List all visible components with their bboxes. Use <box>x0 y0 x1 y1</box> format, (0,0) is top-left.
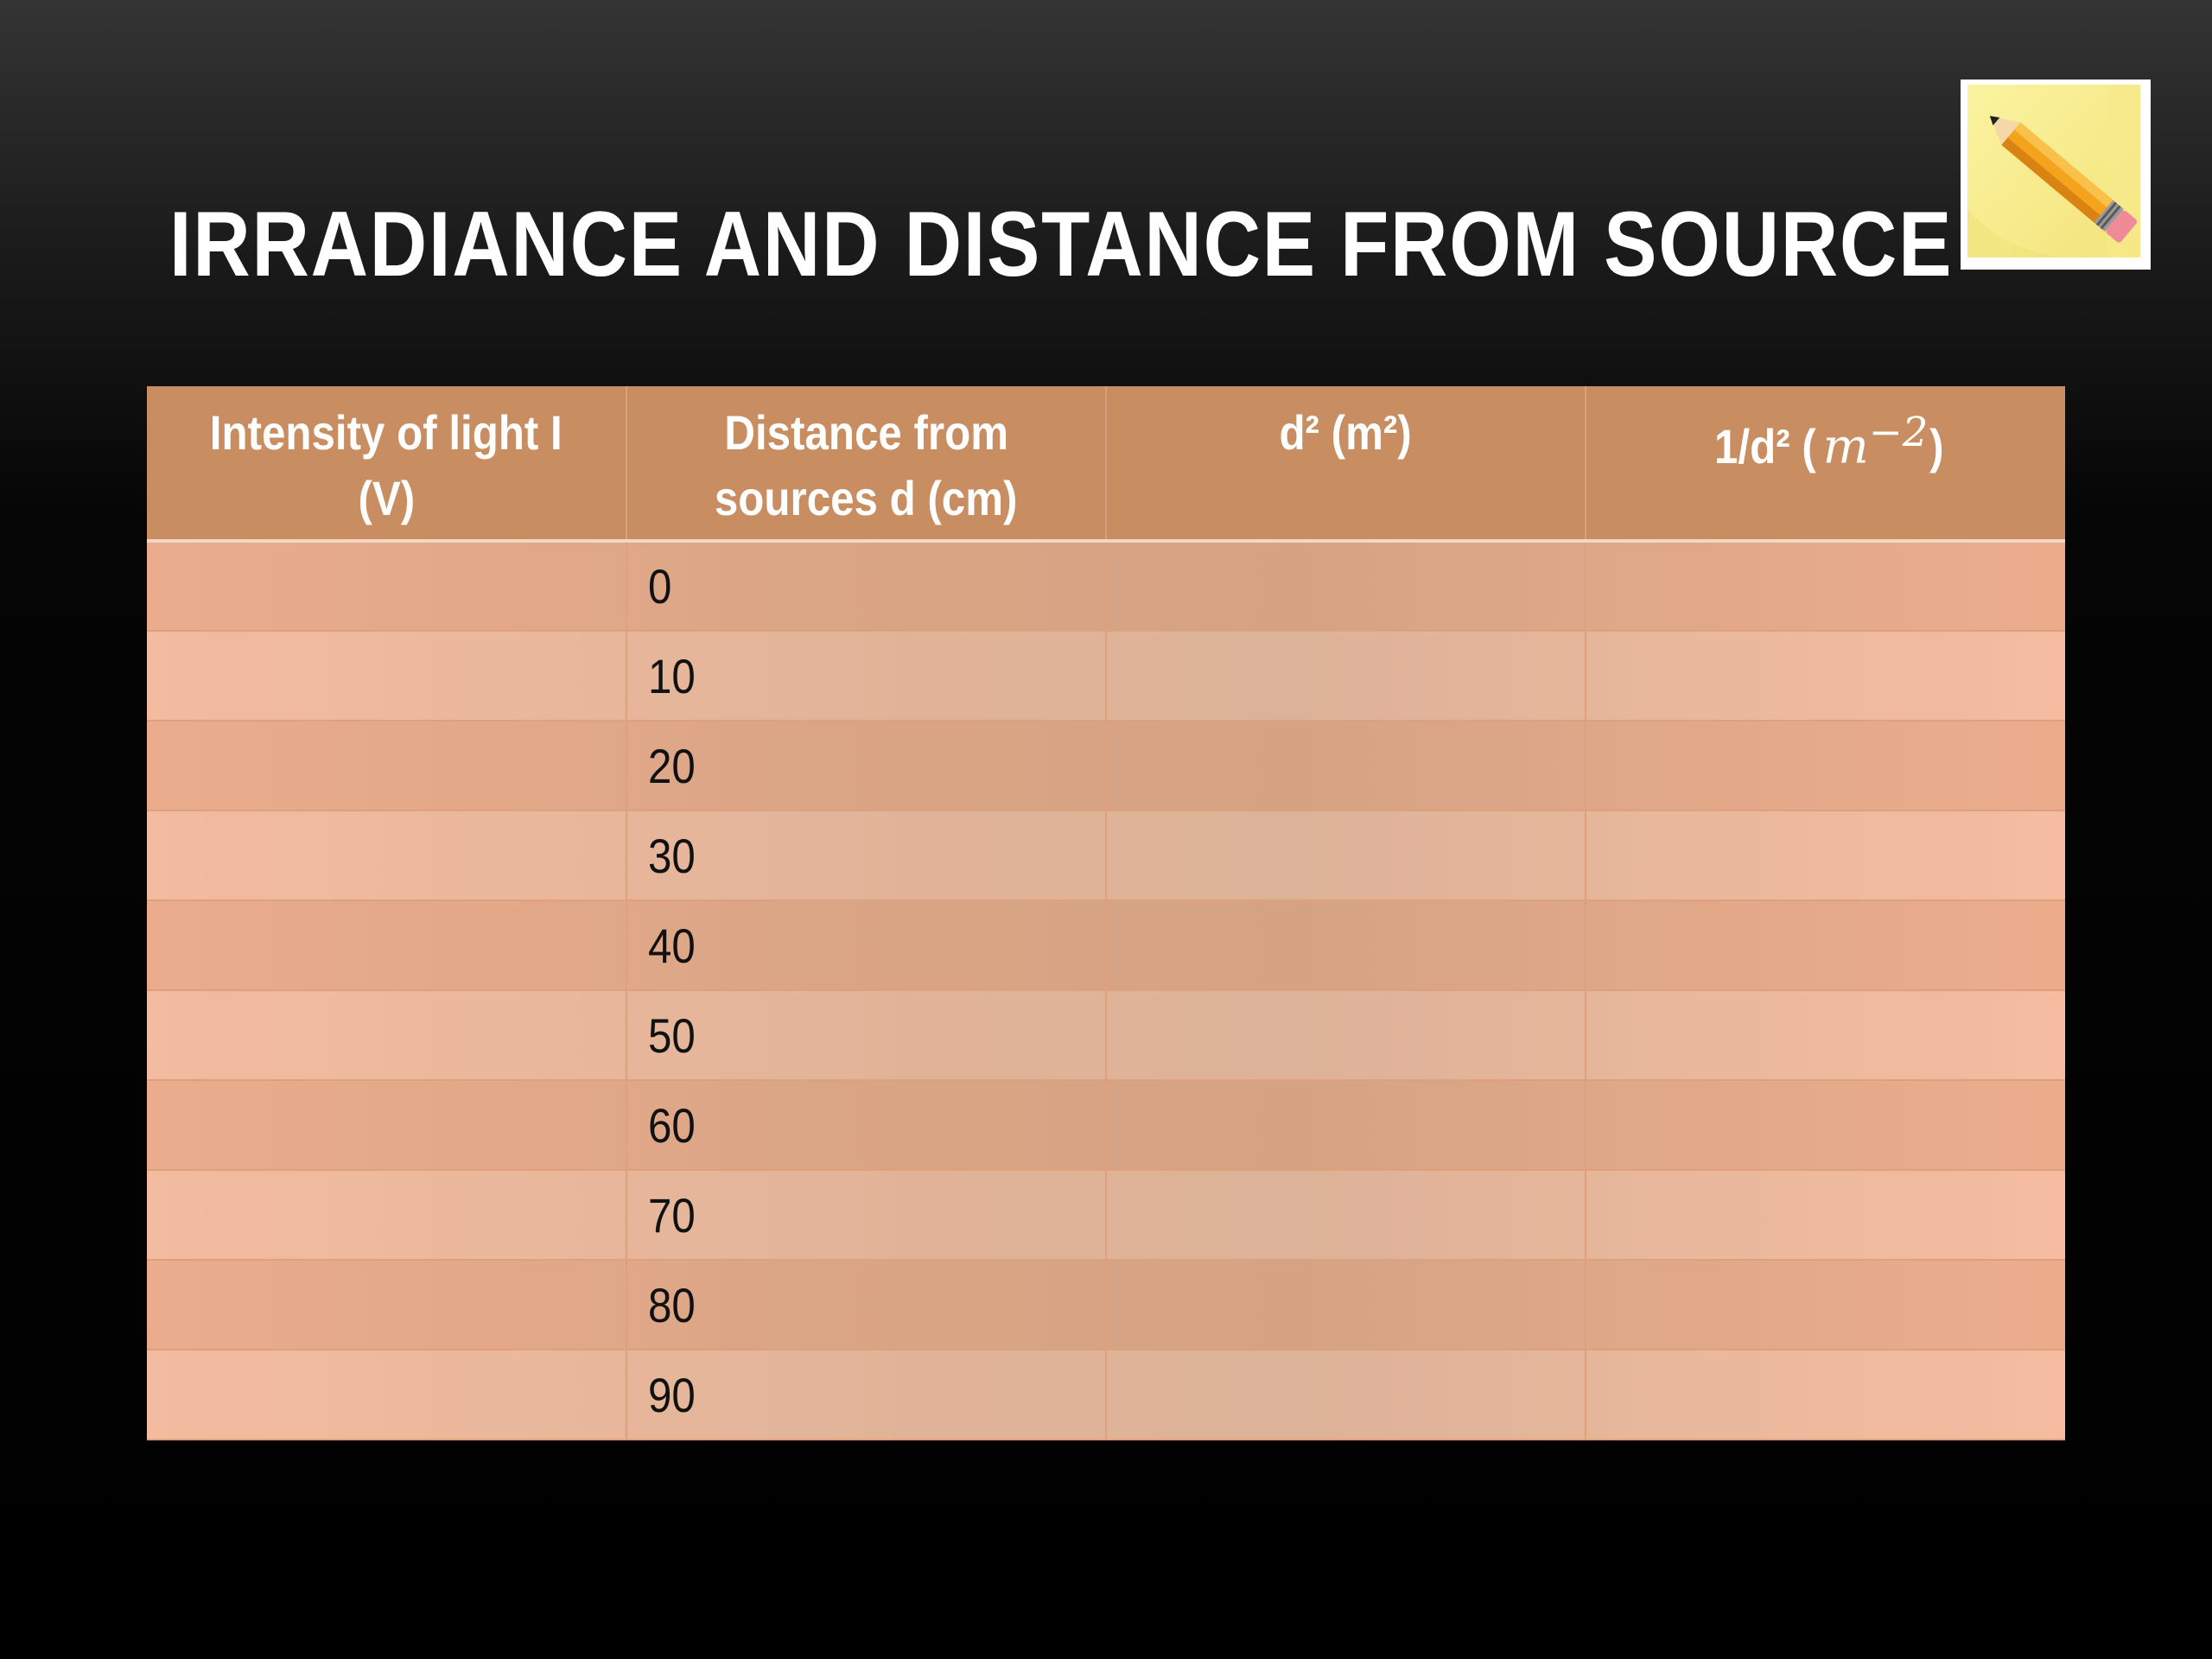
d-squared-cell[interactable] <box>1106 631 1586 721</box>
table-row: 40 <box>147 900 2065 991</box>
distance-cell: 20 <box>626 721 1107 811</box>
intensity-cell[interactable] <box>147 990 627 1081</box>
table-row: 20 <box>147 721 2065 811</box>
distance-cell: 70 <box>626 1170 1107 1261</box>
header-intensity: Intensity of light I (V) <box>147 386 627 543</box>
header-intensity-line2: (V) <box>358 471 415 525</box>
table-row: 60 <box>147 1080 2065 1171</box>
distance-value: 40 <box>648 918 696 973</box>
intensity-cell[interactable] <box>147 900 627 991</box>
inverse-d-squared-cell[interactable] <box>1586 990 2065 1081</box>
header-inverse-suffix: ) <box>1929 418 1944 474</box>
distance-cell: 0 <box>626 541 1107 632</box>
distance-value: 20 <box>648 738 696 793</box>
distance-value: 30 <box>648 828 696 883</box>
d-squared-cell[interactable] <box>1106 990 1586 1081</box>
intensity-cell[interactable] <box>147 631 627 721</box>
inverse-d-squared-cell[interactable] <box>1586 1350 2065 1440</box>
distance-value: 70 <box>648 1187 696 1243</box>
d-squared-cell[interactable] <box>1106 1350 1586 1440</box>
header-inverse-exp: −2 <box>1868 410 1929 456</box>
table-row: 50 <box>147 990 2065 1081</box>
slide-title: IRRADIANCE AND DISTANCE FROM SOURCE <box>169 192 1954 296</box>
d-squared-cell[interactable] <box>1106 900 1586 991</box>
intensity-cell[interactable] <box>147 721 627 811</box>
header-inverse-d-squared: 1/d² (m−2) <box>1586 386 2065 543</box>
intensity-cell[interactable] <box>147 1350 627 1440</box>
table-row: 90 <box>147 1350 2065 1440</box>
distance-value: 0 <box>648 559 672 613</box>
distance-cell: 10 <box>626 631 1107 721</box>
d-squared-cell[interactable] <box>1106 810 1586 901</box>
header-d-squared: d² (m²) <box>1106 386 1586 543</box>
table-header-row: Intensity of light I (V) Distance from s… <box>147 386 2065 543</box>
intensity-cell[interactable] <box>147 541 627 632</box>
inverse-d-squared-cell[interactable] <box>1586 1080 2065 1171</box>
inverse-d-squared-cell[interactable] <box>1586 1260 2065 1351</box>
d-squared-cell[interactable] <box>1106 541 1586 632</box>
distance-cell: 30 <box>626 810 1107 901</box>
table-row: 80 <box>147 1260 2065 1351</box>
distance-value: 50 <box>648 1007 696 1063</box>
distance-value: 80 <box>648 1277 696 1332</box>
intensity-cell[interactable] <box>147 1080 627 1171</box>
table-row: 70 <box>147 1170 2065 1261</box>
header-intensity-line1: Intensity of light I <box>210 405 563 460</box>
table-row: 10 <box>147 631 2065 721</box>
distance-cell: 80 <box>626 1260 1107 1351</box>
d-squared-cell[interactable] <box>1106 1260 1586 1351</box>
note-pencil-icon <box>1961 79 2151 270</box>
distance-cell: 40 <box>626 900 1107 991</box>
table-row: 30 <box>147 810 2065 901</box>
table-row: 0 <box>147 541 2065 632</box>
distance-value: 10 <box>648 648 696 703</box>
inverse-d-squared-cell[interactable] <box>1586 900 2065 991</box>
distance-value: 90 <box>648 1367 696 1422</box>
distance-cell: 60 <box>626 1080 1107 1171</box>
header-distance-line2: sources d (cm) <box>715 471 1018 525</box>
distance-value: 60 <box>648 1097 696 1153</box>
d-squared-cell[interactable] <box>1106 721 1586 811</box>
header-distance: Distance from sources d (cm) <box>626 386 1107 543</box>
inverse-d-squared-cell[interactable] <box>1586 810 2065 901</box>
inverse-d-squared-cell[interactable] <box>1586 1170 2065 1261</box>
header-inverse-math: m <box>1822 418 1869 475</box>
header-distance-line1: Distance from <box>724 405 1008 460</box>
intensity-cell[interactable] <box>147 1260 627 1351</box>
inverse-d-squared-cell[interactable] <box>1586 721 2065 811</box>
d-squared-cell[interactable] <box>1106 1080 1586 1171</box>
inverse-d-squared-cell[interactable] <box>1586 631 2065 721</box>
d-squared-cell[interactable] <box>1106 1170 1586 1261</box>
intensity-cell[interactable] <box>147 810 627 901</box>
inverse-d-squared-cell[interactable] <box>1586 541 2065 632</box>
header-d-squared-label: d² (m²) <box>1279 405 1413 460</box>
header-inverse-prefix: 1/d² ( <box>1713 418 1816 474</box>
data-table: Intensity of light I (V) Distance from s… <box>147 386 2065 1440</box>
distance-cell: 50 <box>626 990 1107 1081</box>
distance-cell: 90 <box>626 1350 1107 1440</box>
intensity-cell[interactable] <box>147 1170 627 1261</box>
